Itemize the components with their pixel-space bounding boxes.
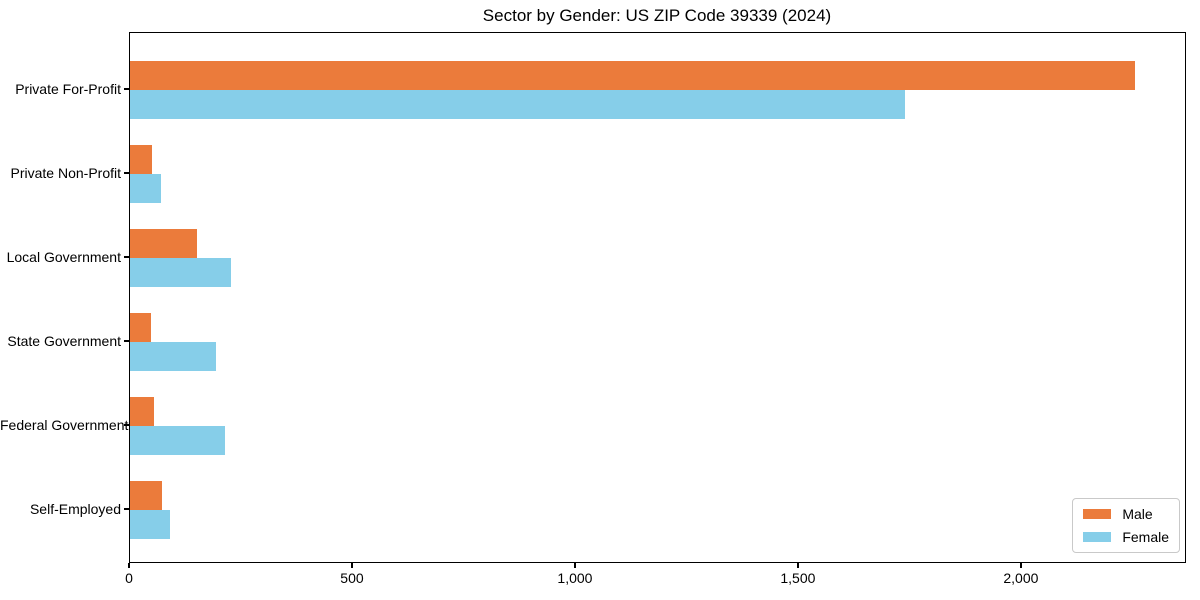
y-tick-mark-2 <box>124 256 129 258</box>
x-tick-label-1: 500 <box>340 570 364 586</box>
x-tick-mark-2 <box>574 563 576 568</box>
bar-female-0 <box>130 90 906 119</box>
legend-label-male: Male <box>1122 506 1153 522</box>
bar-male-2 <box>130 229 197 258</box>
plot-area: Male Female <box>129 32 1186 563</box>
x-tick-mark-4 <box>1020 563 1022 568</box>
x-tick-label-0: 0 <box>125 570 133 586</box>
bar-male-4 <box>130 397 155 426</box>
bar-female-3 <box>130 342 216 371</box>
y-axis-label-0: Private For-Profit <box>15 81 121 97</box>
legend-row-female: Female <box>1083 529 1169 545</box>
y-axis-label-1: Private Non-Profit <box>10 165 121 181</box>
y-tick-mark-5 <box>124 508 129 510</box>
legend: Male Female <box>1072 498 1180 553</box>
legend-swatch-female <box>1083 532 1112 542</box>
y-tick-mark-0 <box>124 88 129 90</box>
x-tick-mark-0 <box>128 563 130 568</box>
legend-row-male: Male <box>1083 506 1169 522</box>
bar-female-1 <box>130 174 162 203</box>
y-tick-mark-1 <box>124 172 129 174</box>
bar-male-5 <box>130 481 163 510</box>
bar-male-3 <box>130 313 151 342</box>
y-axis-label-2: Local Government <box>6 249 121 265</box>
x-tick-mark-3 <box>797 563 799 568</box>
bar-female-2 <box>130 258 231 287</box>
bar-female-4 <box>130 426 225 455</box>
chart-title: Sector by Gender: US ZIP Code 39339 (202… <box>482 6 832 25</box>
y-axis-label-5: Self-Employed <box>29 501 121 517</box>
bar-female-5 <box>130 510 171 539</box>
x-tick-label-3: 1,500 <box>780 570 816 586</box>
y-axis-label-4: Federal Government <box>0 417 129 433</box>
y-tick-mark-4 <box>124 424 129 426</box>
legend-label-female: Female <box>1122 529 1169 545</box>
x-tick-label-2: 1,000 <box>557 570 593 586</box>
y-axis-label-3: State Government <box>7 333 121 349</box>
x-tick-label-4: 2,000 <box>1003 570 1039 586</box>
bar-male-1 <box>130 145 152 174</box>
x-tick-mark-1 <box>351 563 353 568</box>
bar-male-0 <box>130 61 1135 90</box>
y-tick-mark-3 <box>124 340 129 342</box>
legend-swatch-male <box>1083 509 1112 519</box>
